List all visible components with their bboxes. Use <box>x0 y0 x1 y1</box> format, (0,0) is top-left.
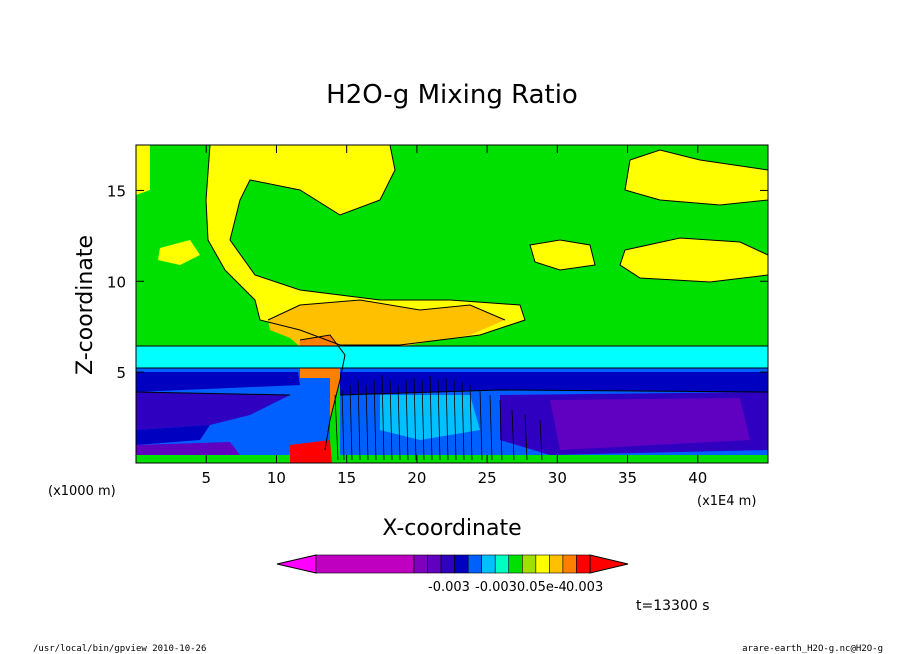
footer-left: /usr/local/bin/gpview 2010-10-26 <box>33 644 206 654</box>
y-axis: 5 10 15 <box>107 182 768 382</box>
x-tick-label-4: 25 <box>478 469 497 487</box>
colorbar-label-right: 0.003 <box>566 580 603 595</box>
plot-area <box>135 144 769 464</box>
colorbar-swatch-2 <box>427 554 442 574</box>
contour-fill <box>136 145 768 463</box>
colorbar-under-triangle <box>276 554 317 574</box>
footer-right: arare-earth_H2O-g.nc@H2O-g <box>742 644 883 654</box>
chart-title: H2O-g Mixing Ratio <box>326 80 578 110</box>
x-tick-label-2: 15 <box>337 469 356 487</box>
x-tick-label-3: 20 <box>407 469 426 487</box>
x-axis-unit-right: (x1E4 m) <box>697 494 756 509</box>
x-axis-unit-left: (x1000 m) <box>48 484 116 499</box>
x-axis: 5 10 15 20 25 30 35 40 <box>201 145 707 487</box>
y-tick-label-2: 15 <box>107 182 126 200</box>
colorbar-swatch-0 <box>315 554 415 574</box>
colorbar-swatch-8 <box>508 554 523 574</box>
colorbar-swatch-3 <box>440 554 455 574</box>
x-tick-label-5: 30 <box>548 469 567 487</box>
y-tick-label-1: 10 <box>107 273 126 291</box>
colorbar-swatch-1 <box>413 554 428 574</box>
colorbar-swatch-5 <box>467 554 482 574</box>
colorbar-swatch-4 <box>454 554 469 574</box>
x-tick-label-7: 40 <box>688 469 707 487</box>
colorbar-over-triangle <box>589 554 629 574</box>
time-label: t=13300 s <box>636 598 710 614</box>
colorbar-label-left: -0.003 <box>428 580 470 595</box>
colorbar <box>276 554 629 574</box>
x-axis-label: X-coordinate <box>382 516 521 541</box>
colorbar-swatch-11 <box>549 554 564 574</box>
y-tick-label-0: 5 <box>116 364 126 382</box>
x-tick-label-6: 35 <box>618 469 637 487</box>
colorbar-swatch-7 <box>494 554 510 574</box>
colorbar-label-mid: -0.0030.05e-4 <box>475 580 567 595</box>
y-axis-label: Z-coordinate <box>73 235 98 375</box>
x-tick-label-1: 10 <box>267 469 286 487</box>
colorbar-swatch-6 <box>481 554 496 574</box>
x-tick-label-0: 5 <box>201 469 211 487</box>
colorbar-swatch-9 <box>522 554 537 574</box>
colorbar-swatch-10 <box>535 554 550 574</box>
colorbar-swatch-13 <box>576 554 591 574</box>
colorbar-swatch-12 <box>562 554 577 574</box>
